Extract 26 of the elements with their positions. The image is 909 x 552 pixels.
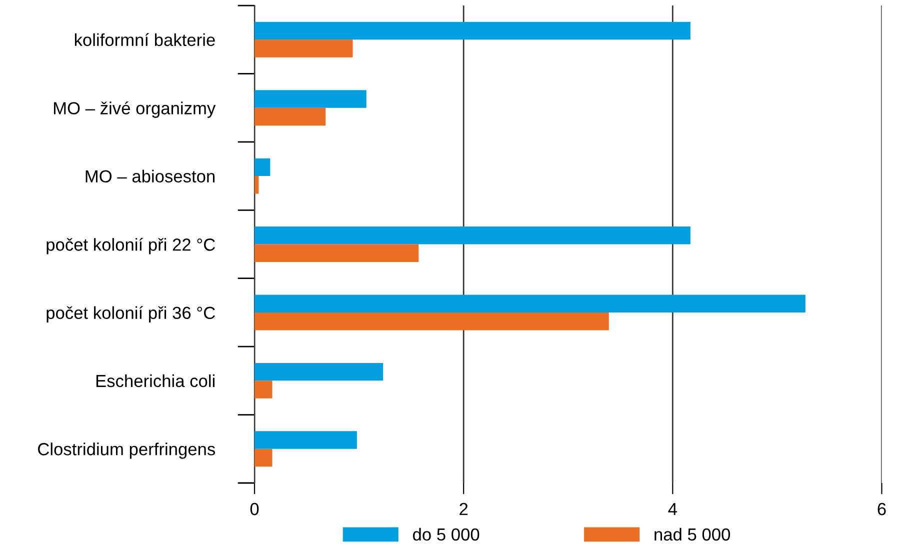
- bar: [254, 448, 272, 467]
- bar: [254, 108, 326, 126]
- x-tick-label: 0: [250, 502, 259, 516]
- legend-label: nad 5 000: [654, 528, 730, 541]
- x-tick-label: 2: [460, 502, 468, 516]
- bar: [254, 40, 353, 58]
- y-tick-label: MO – abioseston: [86, 170, 215, 183]
- y-tick-label: Clostridium perfringens: [38, 442, 216, 459]
- legend-label: do 5 000: [413, 528, 480, 541]
- bar: [254, 90, 366, 108]
- y-tick-label: koliformní bakterie: [74, 33, 215, 46]
- bar: [254, 362, 384, 381]
- x-tick-label: 4: [668, 503, 677, 516]
- bar: [254, 294, 806, 312]
- bar: [254, 431, 357, 449]
- bar: [254, 22, 690, 40]
- y-tick-label: počet kolonií při 22 °C: [46, 238, 215, 254]
- bar: [254, 312, 609, 330]
- x-tick-label: 6: [878, 502, 886, 516]
- y-tick-label: Escherichia coli: [96, 374, 214, 388]
- y-tick-label: MO – živé organizmy: [54, 101, 216, 118]
- bar: [254, 158, 270, 176]
- y-tick-label: počet kolonií při 36 °C: [46, 306, 215, 322]
- bar: [254, 226, 690, 244]
- bar: [254, 380, 272, 398]
- bar: [254, 244, 419, 262]
